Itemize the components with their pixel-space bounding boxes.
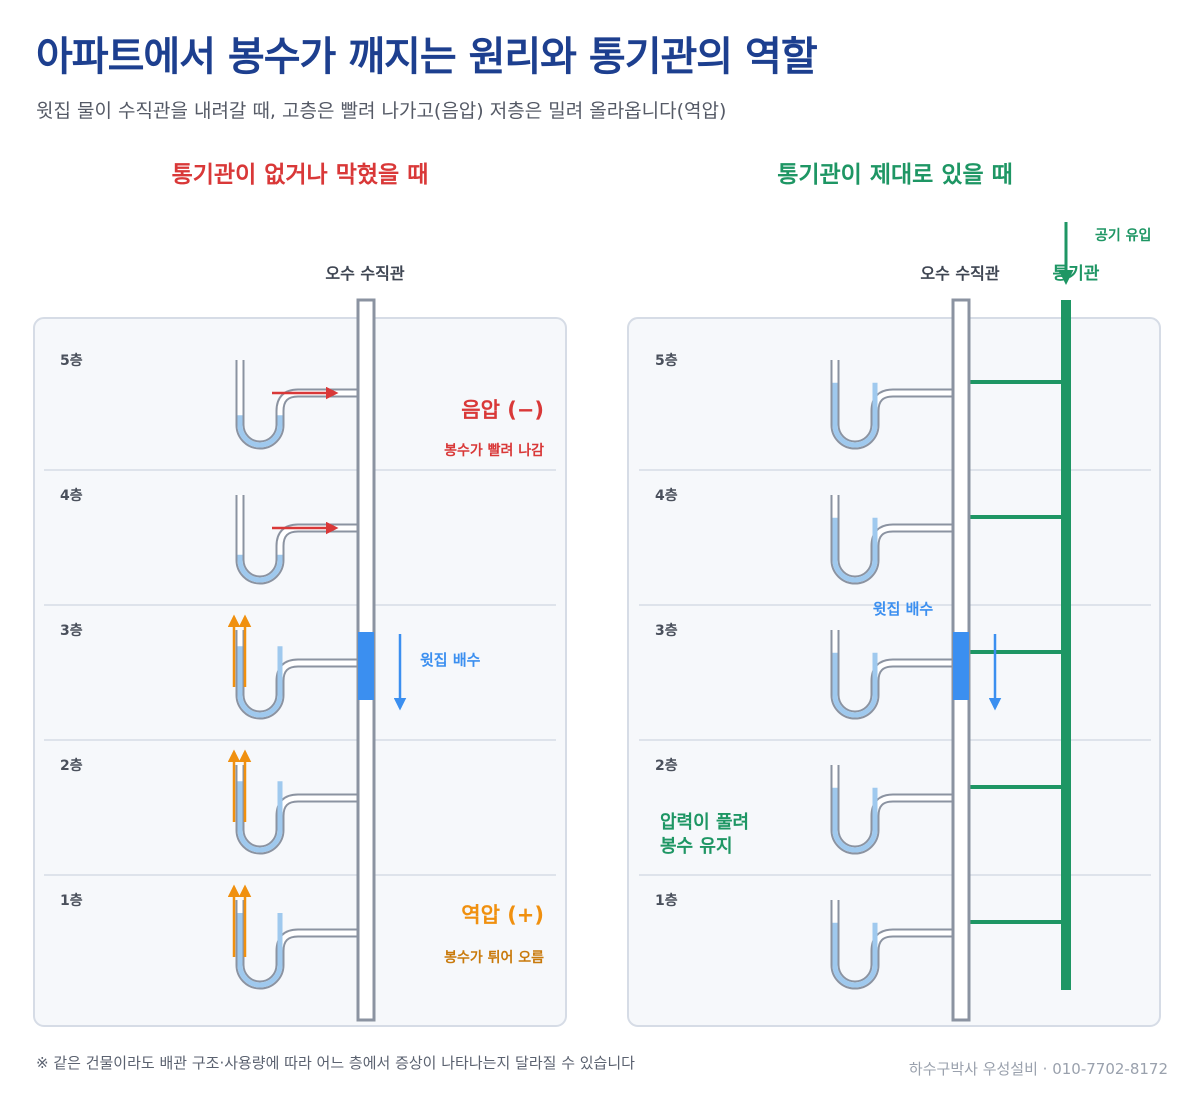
left-panel-heading: 통기관이 없거나 막혔을 때 bbox=[172, 162, 429, 188]
positive-pressure-sub: 봉수가 튀어 오름 bbox=[444, 949, 544, 966]
right-drain-label: 윗집 배수 bbox=[873, 600, 934, 618]
relief-line-1: 압력이 풀려 bbox=[660, 812, 749, 833]
right-floor-label-4: 1층 bbox=[655, 893, 678, 909]
right-panel bbox=[627, 317, 1161, 1027]
right-floor-label-2: 3층 bbox=[655, 623, 678, 639]
left-water-seal-2 bbox=[237, 646, 283, 718]
footnote: ※ 같은 건물이라도 배관 구조·사용량에 따라 어느 층에서 증상이 나타나는… bbox=[36, 1054, 635, 1072]
left-water-seal-1 bbox=[237, 554, 283, 583]
right-floor-label-1: 4층 bbox=[655, 488, 678, 504]
left-floor-label-2: 3층 bbox=[60, 623, 83, 639]
right-panel-heading: 통기관이 제대로 있을 때 bbox=[777, 162, 1013, 188]
negative-pressure-sub: 봉수가 빨려 나감 bbox=[444, 442, 544, 459]
negative-pressure-label: 음압 (−) bbox=[461, 398, 544, 422]
left-floor-label-0: 5층 bbox=[60, 353, 83, 369]
left-water-slug bbox=[358, 632, 374, 700]
air-inflow-label: 공기 유입 bbox=[1095, 228, 1151, 244]
right-floor-label-3: 2층 bbox=[655, 758, 678, 774]
right-water-slug bbox=[953, 632, 969, 700]
page-title: 아파트에서 봉수가 깨지는 원리와 통기관의 역할 bbox=[36, 34, 818, 80]
right-water-seal-3 bbox=[832, 787, 878, 853]
right-water-seal-1 bbox=[832, 517, 878, 583]
positive-pressure-label: 역압 (+) bbox=[461, 903, 544, 927]
left-panel bbox=[33, 317, 567, 1027]
vent-pipe-label: 통기관 bbox=[1053, 264, 1100, 284]
page-subtitle: 윗집 물이 수직관을 내려갈 때, 고층은 빨려 나가고(음압) 저층은 밀려 … bbox=[36, 100, 727, 122]
right-water-seal-4 bbox=[832, 922, 878, 988]
left-water-seal-0 bbox=[237, 415, 283, 448]
left-water-seal-3 bbox=[237, 781, 283, 853]
left-floor-label-4: 1층 bbox=[60, 893, 83, 909]
left-floor-label-3: 2층 bbox=[60, 758, 83, 774]
vent-pipe bbox=[1061, 300, 1071, 990]
left-floor-label-1: 4층 bbox=[60, 488, 83, 504]
right-floor-label-0: 5층 bbox=[655, 353, 678, 369]
right-water-seal-0 bbox=[832, 382, 878, 448]
credit: 하수구박사 우성설비 · 010-7702-8172 bbox=[908, 1060, 1168, 1078]
right-stack-label: 오수 수직관 bbox=[920, 264, 999, 283]
right-water-seal-2 bbox=[832, 652, 878, 718]
left-stack-label: 오수 수직관 bbox=[325, 264, 404, 283]
left-drain-label: 윗집 배수 bbox=[420, 651, 481, 669]
left-water-seal-4 bbox=[237, 913, 283, 988]
relief-line-2: 봉수 유지 bbox=[660, 836, 733, 857]
